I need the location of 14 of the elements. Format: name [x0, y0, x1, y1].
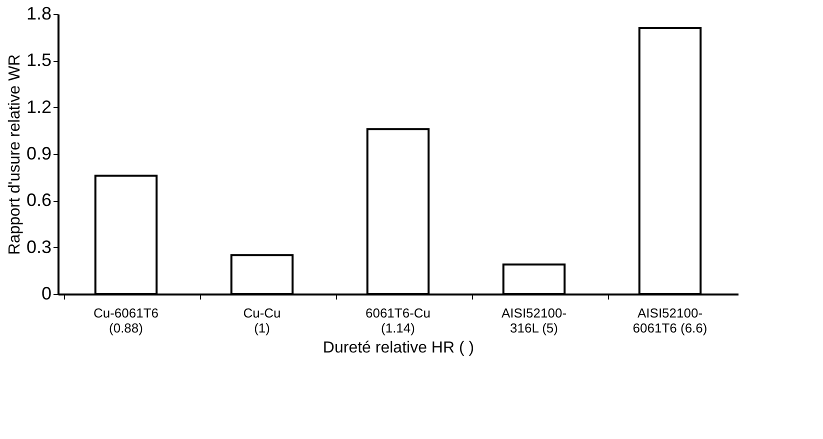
- y-tick-label: 0: [41, 284, 52, 304]
- y-tick-label: 0.9: [26, 144, 52, 164]
- x-tick-label: AISI52100- 6061T6 (6.6): [632, 306, 708, 336]
- y-axis-title: Rapport d'usure relative WR: [6, 54, 24, 255]
- y-tick-label: 1.8: [26, 4, 52, 24]
- x-tick-label: 6061T6-Cu (1.14): [365, 306, 431, 336]
- y-tick-label: 1.2: [26, 96, 52, 117]
- x-tick-label: Cu-6061T6 (0.88): [93, 306, 159, 336]
- x-axis-title: Dureté relative HR ( ): [322, 340, 474, 356]
- x-tick-label: AISI52100- 316L (5): [501, 306, 567, 336]
- y-tick-label: 1.5: [26, 50, 52, 70]
- y-tick-label: 0.3: [26, 236, 52, 257]
- x-tick-label: Cu-Cu (1): [243, 306, 281, 336]
- y-tick-label: 0.6: [26, 190, 52, 210]
